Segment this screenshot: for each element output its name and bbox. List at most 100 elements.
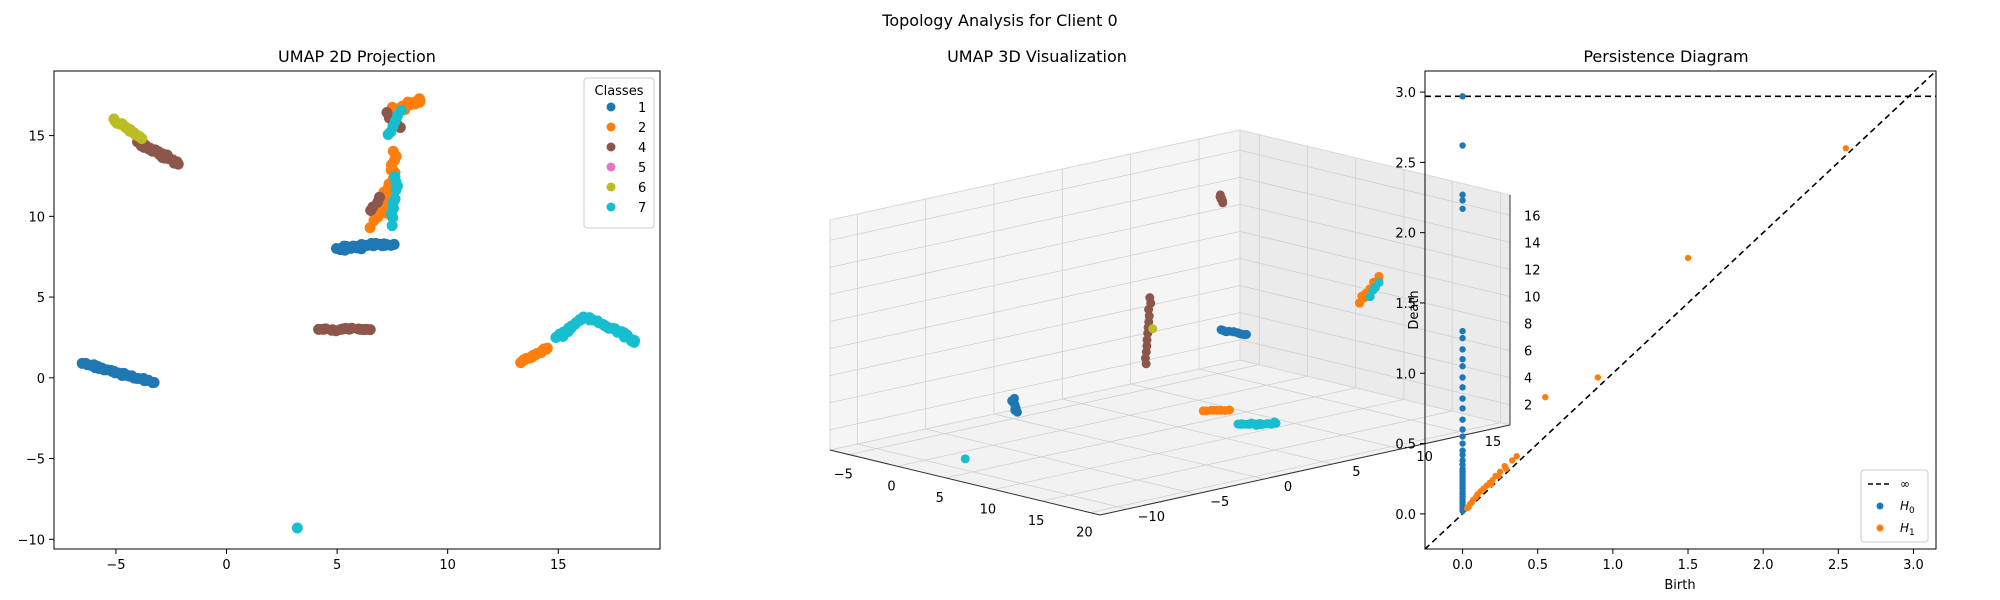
persistence-points bbox=[1459, 93, 1850, 515]
persistence-frame bbox=[1424, 70, 1937, 550]
x-tick-label: −5 bbox=[834, 468, 853, 483]
x-tick-label: 2.0 bbox=[1753, 558, 1774, 573]
legend-swatch-7 bbox=[606, 202, 616, 212]
x-tick-label: 5 bbox=[936, 491, 944, 506]
class-4-point bbox=[1144, 311, 1154, 321]
legend-swatch-5 bbox=[606, 162, 616, 172]
class-7-point bbox=[1271, 418, 1281, 428]
persistence-ylabel: Death bbox=[1407, 290, 1422, 329]
x-tick-label: 0 bbox=[887, 479, 895, 494]
class-4-point bbox=[172, 158, 184, 170]
h0-point bbox=[1459, 93, 1466, 100]
legend-h1-swatch bbox=[1876, 524, 1884, 532]
x-tick-label: 2.5 bbox=[1828, 558, 1849, 573]
y-tick-label: 1.5 bbox=[1395, 297, 1416, 312]
umap-3d-points bbox=[960, 190, 1384, 464]
persistence-panel: Persistence Diagram 0.0 0.5 1.0 1.5 2.0 2.5 3.… bbox=[1395, 47, 1937, 593]
diagonal-line bbox=[1424, 70, 1937, 550]
x-tick-label: 1.5 bbox=[1678, 558, 1699, 573]
grid-line bbox=[1239, 231, 1511, 297]
class-4-point bbox=[1145, 293, 1155, 303]
h0-point bbox=[1459, 451, 1466, 459]
y-tick-label: 3.0 bbox=[1395, 86, 1416, 101]
h1-point bbox=[1487, 481, 1495, 488]
legend-h1-base: H bbox=[1900, 521, 1909, 535]
z-tick-label: 12 bbox=[1524, 263, 1541, 278]
x-tick-label: 3.0 bbox=[1903, 558, 1924, 573]
grid-line bbox=[1198, 368, 1470, 435]
grid-line bbox=[829, 285, 1241, 376]
z-tick-label: 10 bbox=[1524, 290, 1541, 305]
grid-line bbox=[1239, 149, 1511, 216]
x-tick-label: 0.0 bbox=[1452, 558, 1473, 573]
class-1-point bbox=[388, 238, 400, 250]
h0-point bbox=[1459, 334, 1466, 342]
y-tick-label: −5 bbox=[1210, 495, 1229, 510]
class-6-point bbox=[1148, 324, 1158, 334]
h0-point bbox=[1459, 142, 1466, 149]
class-2-point bbox=[387, 145, 399, 157]
legend-label-5: 5 bbox=[638, 161, 646, 176]
umap-3d-title: UMAP 3D Visualization bbox=[947, 47, 1127, 66]
grid-line bbox=[1090, 422, 1501, 514]
umap-2d-ticks: −5 0 5 10 15 −10 −5 0 5 10 15 bbox=[18, 130, 567, 573]
h1-point bbox=[1495, 472, 1502, 480]
grid-line bbox=[829, 339, 1241, 431]
h0-point bbox=[1459, 433, 1466, 440]
legend-entries: 1 2 4 5 6 7 bbox=[606, 101, 646, 216]
y-tick-label: 5 bbox=[1352, 465, 1360, 480]
grid-line bbox=[925, 428, 1196, 495]
h0-point bbox=[1459, 356, 1466, 363]
y-tick-label: 2.5 bbox=[1395, 156, 1416, 171]
class-7-point bbox=[395, 105, 407, 117]
x-tick-label: 0.5 bbox=[1527, 558, 1548, 573]
h0-point bbox=[1459, 191, 1466, 198]
y-tick-label: 2.0 bbox=[1395, 227, 1416, 242]
legend-swatch-2 bbox=[606, 122, 616, 132]
x-axis-line bbox=[829, 449, 1101, 516]
h0-point bbox=[1459, 363, 1466, 370]
h1-point bbox=[1502, 465, 1510, 473]
legend-swatch-4 bbox=[606, 142, 616, 152]
legend-h1-label: H1 bbox=[1900, 521, 1915, 538]
h0-point bbox=[1459, 327, 1466, 335]
class-7-point bbox=[1236, 419, 1246, 429]
class-7-point bbox=[1243, 419, 1253, 429]
x-tick-label: 1.0 bbox=[1603, 558, 1624, 573]
grid-line bbox=[829, 258, 1241, 349]
y-tick-label: 1.0 bbox=[1395, 367, 1416, 382]
class-7-point bbox=[960, 454, 970, 464]
class-2-point bbox=[541, 342, 553, 354]
h0-point bbox=[1459, 395, 1466, 402]
h0-point bbox=[1459, 384, 1466, 391]
umap-2d-frame bbox=[53, 70, 661, 550]
umap-2d-points bbox=[76, 93, 641, 534]
h1-point bbox=[1842, 145, 1850, 152]
z-tick-label: 6 bbox=[1524, 345, 1532, 360]
grid-line bbox=[1062, 398, 1333, 465]
persistence-legend: ∞ H0 H1 bbox=[1860, 469, 1929, 543]
y-tick-label: −10 bbox=[18, 533, 45, 548]
class-7-point bbox=[389, 171, 401, 183]
class-4-point bbox=[1218, 198, 1228, 208]
umap-3d-grid bbox=[829, 134, 1511, 514]
class-1-point bbox=[1241, 329, 1251, 339]
legend-box bbox=[583, 77, 655, 229]
y-axis-line bbox=[1099, 424, 1511, 516]
x-tick-label: 10 bbox=[980, 502, 997, 517]
persistence-title: Persistence Diagram bbox=[1583, 47, 1748, 66]
class-4-point bbox=[373, 191, 385, 203]
y-tick-label: 0.5 bbox=[1395, 438, 1416, 453]
legend-h0-sub: 0 bbox=[1909, 506, 1915, 516]
y-tick-label: −10 bbox=[1138, 510, 1165, 525]
legend-box bbox=[1860, 469, 1929, 543]
class-7-point bbox=[291, 522, 303, 534]
x-tick-label: 20 bbox=[1076, 526, 1093, 541]
umap-2d-title: UMAP 2D Projection bbox=[278, 47, 436, 66]
grid-line bbox=[1239, 204, 1511, 270]
h1-point bbox=[1513, 453, 1520, 460]
class-4-point bbox=[1142, 335, 1152, 345]
legend-label-6: 6 bbox=[638, 181, 646, 196]
h1-point bbox=[1684, 254, 1692, 262]
